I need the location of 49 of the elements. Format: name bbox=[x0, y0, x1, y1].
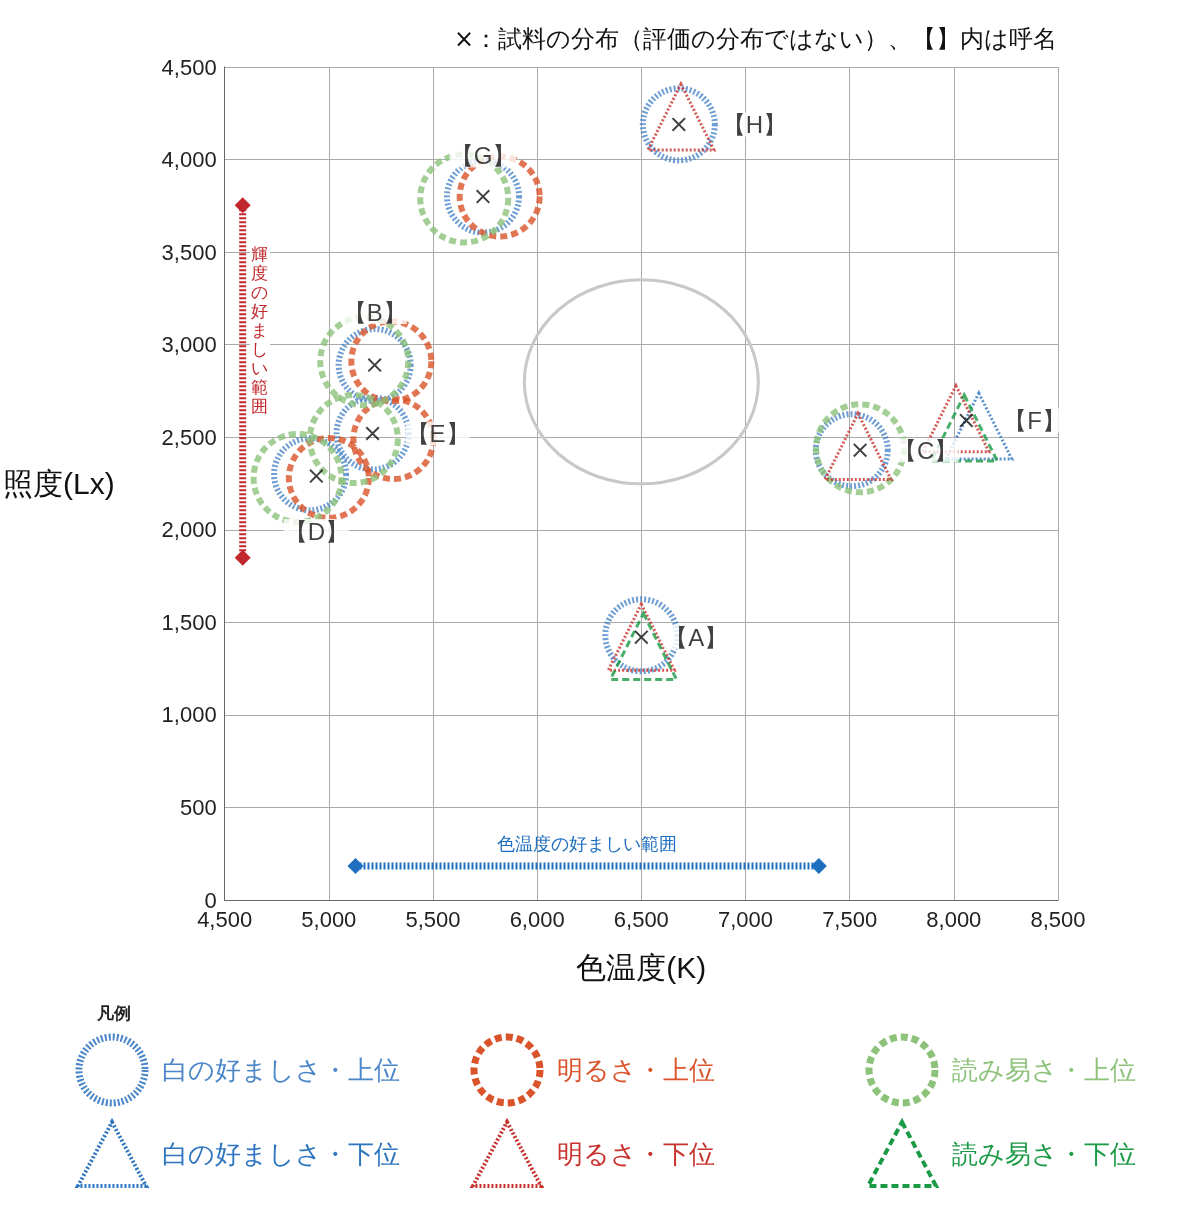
x-tick-label: 5,000 bbox=[301, 906, 357, 932]
point bbox=[959, 413, 974, 428]
point bbox=[309, 469, 324, 484]
text: 白の好ましさ・上位 bbox=[162, 1053, 400, 1087]
data-label: 【B】 bbox=[342, 298, 407, 326]
text: 明るさ・下位 bbox=[557, 1137, 715, 1171]
data-label: 【F】 bbox=[1003, 407, 1067, 435]
y-tick-label: 0 bbox=[204, 887, 217, 913]
x-tick-label: 6,000 bbox=[509, 906, 565, 932]
data-label: 【G】 bbox=[449, 142, 517, 170]
point bbox=[365, 426, 380, 441]
data-label: 【D】 bbox=[283, 517, 349, 545]
point bbox=[671, 117, 686, 132]
data-label: 【E】 bbox=[405, 420, 470, 448]
y-tick-label: 1,000 bbox=[161, 702, 217, 728]
y-tick-label: 2,500 bbox=[161, 424, 217, 450]
chart-title: ×：試料の分布（評価の分布ではない）、【】内は呼名 bbox=[453, 25, 1057, 53]
y-tick-label: 1,500 bbox=[161, 609, 217, 635]
x-axis-title: 色温度(K) bbox=[576, 950, 707, 984]
data-label: 【H】 bbox=[721, 110, 788, 138]
x-tick-label: 8,000 bbox=[926, 906, 982, 932]
y-tick-label: 500 bbox=[179, 794, 217, 820]
point bbox=[853, 443, 868, 458]
y-tick-label: 4,500 bbox=[161, 54, 217, 80]
point bbox=[639, 85, 718, 164]
point bbox=[367, 358, 382, 373]
text: 白の好ましさ・下位 bbox=[162, 1137, 400, 1171]
data-label: 【C】 bbox=[893, 436, 959, 464]
x-tick-label: 7,500 bbox=[822, 906, 878, 932]
text: 読み易さ・上位 bbox=[952, 1053, 1136, 1087]
y-tick-label: 4,000 bbox=[161, 147, 217, 173]
x-tick-label: 8,500 bbox=[1030, 906, 1086, 932]
point bbox=[306, 392, 401, 487]
annotation: 色温度の好ましい範囲 bbox=[497, 832, 678, 856]
x-tick-label: 5,500 bbox=[405, 906, 461, 932]
y-tick-label: 3,000 bbox=[161, 332, 217, 358]
x-tick-label: 7,000 bbox=[717, 906, 774, 932]
y-tick-label: 3,500 bbox=[161, 239, 217, 265]
text: 明るさ・上位 bbox=[557, 1053, 715, 1087]
point bbox=[602, 596, 681, 675]
text: 輝度の好ましい範囲 bbox=[251, 244, 269, 417]
x-tick-label: 6,500 bbox=[613, 906, 669, 932]
y-tick-label: 2,000 bbox=[161, 517, 217, 543]
legend-title: 凡例 bbox=[96, 1004, 131, 1023]
text: 読み易さ・下位 bbox=[952, 1137, 1136, 1171]
y-axis-title: 照度(Lx) bbox=[2, 467, 115, 500]
data-label: 【A】 bbox=[664, 623, 729, 651]
point bbox=[634, 630, 649, 645]
point bbox=[813, 401, 908, 496]
